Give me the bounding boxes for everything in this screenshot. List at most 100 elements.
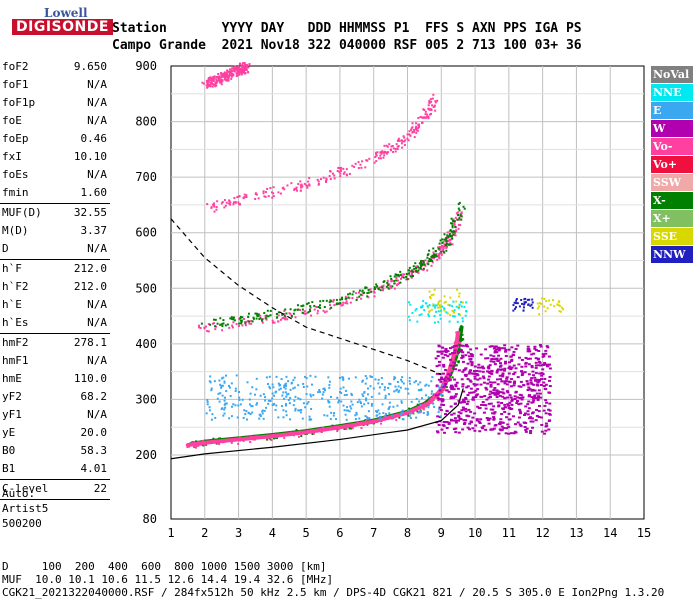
echo-point — [380, 152, 383, 155]
echo-point — [409, 416, 412, 419]
echo-point — [403, 273, 406, 276]
echo-point — [257, 313, 260, 316]
echo-point — [450, 222, 453, 225]
echo-point — [355, 413, 358, 416]
echo-point — [263, 312, 266, 315]
echo-point — [251, 411, 254, 414]
echo-point — [223, 399, 226, 402]
echo-point — [244, 321, 247, 324]
echo-point — [437, 345, 441, 348]
echo-point — [450, 413, 454, 416]
echo-point — [400, 400, 403, 403]
param-row: foF1p N/A — [0, 94, 110, 112]
echo-point — [445, 426, 449, 429]
echo-point — [505, 383, 509, 386]
echo-point — [545, 300, 548, 303]
echo-point — [309, 374, 312, 377]
echo-point — [454, 216, 457, 219]
echo-point — [259, 314, 262, 317]
echo-point — [300, 408, 303, 411]
echo-point — [229, 317, 232, 320]
echo-point — [244, 68, 247, 71]
param-row: C-level 22 — [0, 480, 110, 498]
echo-point — [210, 387, 213, 390]
echo-point — [419, 407, 422, 410]
param-value: 68.2 — [80, 390, 108, 403]
echo-point — [499, 421, 503, 424]
echo-point — [336, 396, 339, 399]
echo-point — [399, 413, 402, 416]
param-row: B0 58.3 — [0, 442, 110, 460]
echo-point — [224, 406, 227, 409]
echo-point — [515, 297, 518, 300]
echo-point — [219, 72, 222, 75]
echo-point — [407, 392, 410, 395]
echo-point — [463, 207, 466, 210]
echo-point — [308, 415, 311, 418]
echo-point — [374, 378, 377, 381]
echo-point — [415, 307, 418, 310]
echo-point — [479, 395, 483, 398]
echo-point — [213, 380, 216, 383]
echo-point — [235, 323, 238, 326]
echo-point — [510, 359, 514, 362]
legend-item: Vo+ — [651, 156, 693, 173]
echo-point — [329, 178, 332, 181]
echo-point — [438, 248, 441, 251]
echo-point — [497, 354, 501, 357]
echo-point — [364, 286, 367, 289]
echo-point — [519, 394, 523, 397]
echo-point — [446, 242, 449, 245]
echo-point — [269, 309, 272, 312]
echo-point — [484, 404, 488, 407]
echo-point — [393, 390, 396, 393]
echo-point — [257, 197, 260, 200]
param-row: h`F2 212.0 — [0, 278, 110, 296]
echo-point — [492, 416, 496, 419]
echo-point — [213, 83, 216, 86]
logo-line1: Lowell — [44, 6, 88, 20]
echo-point — [534, 372, 538, 375]
echo-point — [461, 370, 465, 373]
echo-point — [398, 416, 401, 419]
echo-point — [227, 384, 230, 387]
echo-point — [524, 365, 528, 368]
echo-point — [454, 232, 457, 235]
echo-point — [455, 364, 458, 367]
echo-point — [418, 389, 421, 392]
echo-point — [514, 348, 518, 351]
echo-point — [547, 419, 551, 422]
echo-point — [264, 314, 267, 317]
param-separator — [0, 499, 110, 500]
param-label: h`F2 — [2, 280, 29, 293]
echo-point — [469, 421, 473, 424]
echo-point — [261, 412, 264, 415]
echo-point — [456, 320, 459, 323]
echo-point — [237, 201, 240, 204]
echo-point — [430, 255, 433, 258]
echo-point — [339, 387, 342, 390]
param-value: 212.0 — [73, 262, 107, 275]
echo-point — [516, 421, 520, 424]
echo-point — [487, 419, 491, 422]
echo-point — [522, 384, 526, 387]
echo-point — [337, 302, 340, 305]
echo-point — [493, 350, 497, 353]
echo-point — [292, 379, 295, 382]
echo-point — [329, 304, 332, 307]
echo-point — [475, 383, 479, 386]
echo-point — [237, 438, 240, 441]
echo-point — [451, 237, 454, 240]
echo-point — [220, 83, 223, 86]
y-tick-label: 400 — [135, 337, 157, 351]
echo-point — [431, 256, 434, 259]
echo-point — [342, 404, 345, 407]
echo-point — [361, 160, 364, 163]
echo-point — [328, 405, 331, 408]
echo-point — [199, 327, 202, 330]
echo-point — [216, 75, 219, 78]
echo-point — [294, 316, 297, 319]
echo-point — [537, 404, 541, 407]
echo-point — [186, 445, 189, 448]
echo-point — [512, 373, 516, 376]
